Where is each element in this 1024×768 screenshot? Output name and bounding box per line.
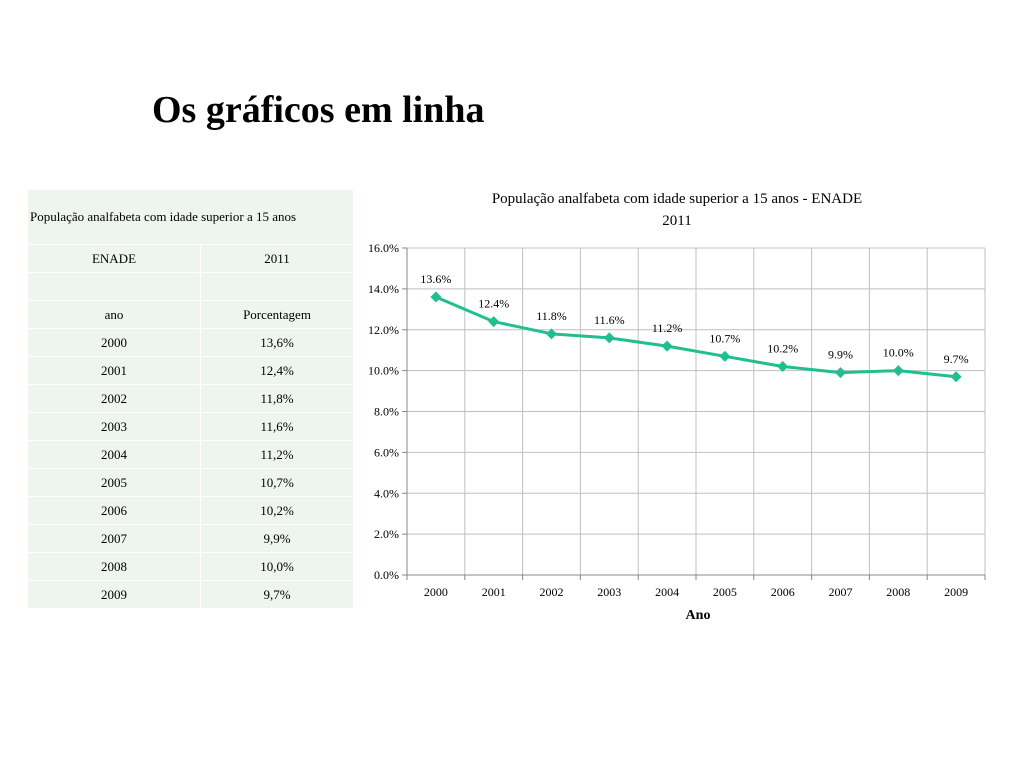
x-tick-label: 2009 [944, 585, 968, 599]
data-point-marker [950, 371, 962, 383]
table-row: 2004 11,2% [28, 440, 354, 469]
data-label: 13.6% [420, 272, 451, 286]
table-subheader-cell: 2011 [200, 244, 354, 273]
table-year-cell: 2005 [28, 468, 201, 497]
data-point-marker [835, 367, 846, 379]
data-point-marker [661, 340, 673, 352]
y-tick-label: 8.0% [374, 405, 399, 419]
table-row: 2000 13,6% [28, 328, 354, 357]
table-row: 2003 11,6% [28, 412, 354, 441]
table-caption: População analfabeta com idade superior … [28, 190, 354, 245]
series-layer: 13.6% 12.4% 11.8% 11.6% 11.2% 10.7% 10.2% 9.9% 1… [420, 272, 969, 383]
data-table: População analfabeta com idade superior … [28, 190, 354, 609]
y-tick-label: 4.0% [374, 486, 399, 500]
grid-lines [406, 247, 986, 576]
data-label: 10.0% [883, 346, 914, 360]
table-year-cell: 2003 [28, 412, 201, 441]
table-header-cell: Porcentagem [200, 300, 354, 329]
table-percentage-cell: 13,6% [200, 328, 354, 357]
data-point-marker [488, 316, 500, 328]
table-year-cell: 2006 [28, 496, 201, 525]
y-tick-label: 6.0% [374, 445, 399, 459]
table-year-cell: 2008 [28, 552, 201, 581]
table-year-cell: 2009 [28, 580, 201, 609]
line-chart: População analfabeta com idade superior … [368, 191, 986, 623]
table-year-cell: 2004 [28, 440, 201, 469]
table-percentage-cell: 10,7% [200, 468, 354, 497]
x-tick-label: 2004 [655, 585, 679, 599]
table-row: 2007 9,9% [28, 524, 354, 553]
slide-title: Os gráficos em linha [152, 89, 485, 131]
chart-title-line-2: 2011 [662, 213, 691, 229]
x-tick-label: 2002 [540, 585, 564, 599]
chart-title-line-1: População analfabeta com idade superior … [492, 191, 862, 207]
data-point-marker [719, 350, 731, 362]
x-tick-label: 2000 [424, 585, 448, 599]
data-label: 11.6% [594, 313, 625, 327]
data-label: 9.7% [944, 352, 969, 366]
table-percentage-cell: 10,0% [200, 552, 354, 581]
data-label: 11.2% [652, 321, 683, 335]
data-point-marker [603, 332, 615, 344]
data-point-marker [892, 365, 904, 377]
table-blank-row [28, 272, 354, 301]
table-year-cell: 2002 [28, 384, 201, 413]
y-tick-label: 14.0% [368, 282, 399, 296]
table-percentage-cell: 11,6% [200, 412, 354, 441]
table-row: 2002 11,8% [28, 384, 354, 413]
table-header-cell: ano [28, 300, 201, 329]
x-tick-label: 2003 [597, 585, 621, 599]
table-percentage-cell: 10,2% [200, 496, 354, 525]
table-row: 2008 10,0% [28, 552, 354, 581]
table-subheader-row: ENADE 2011 [28, 244, 354, 273]
data-label: 11.8% [536, 309, 567, 323]
y-tick-label: 12.0% [368, 323, 399, 337]
x-axis-title: Ano [686, 608, 711, 623]
x-tick-label: 2007 [829, 585, 853, 599]
table-percentage-cell: 11,8% [200, 384, 354, 413]
y-tick-label: 16.0% [368, 241, 399, 255]
x-tick-label: 2008 [886, 585, 910, 599]
table-caption-row: População analfabeta com idade superior … [28, 190, 354, 245]
axes: 0.0% 2.0% 4.0% 6.0% 8.0% 10.0% 12.0% 14.0% 16.0%… [368, 241, 986, 599]
table-header-row: ano Porcentagem [28, 300, 354, 329]
table-row: 2001 12,4% [28, 356, 354, 385]
table-percentage-cell: 11,2% [200, 440, 354, 469]
table-percentage-cell: 12,4% [200, 356, 354, 385]
y-tick-label: 0.0% [374, 568, 399, 582]
table-row: 2009 9,7% [28, 580, 354, 609]
table-row: 2005 10,7% [28, 468, 354, 497]
table-subheader-cell: ENADE [28, 244, 201, 273]
x-tick-label: 2005 [713, 585, 737, 599]
table-percentage-cell: 9,7% [200, 580, 354, 609]
series-line [435, 295, 957, 379]
table-year-cell: 2007 [28, 524, 201, 553]
y-tick-label: 10.0% [368, 364, 399, 378]
table-blank-cell [28, 272, 201, 301]
data-point-marker [777, 361, 789, 373]
data-label: 10.2% [767, 342, 798, 356]
table-row: 2006 10,2% [28, 496, 354, 525]
data-label: 9.9% [828, 348, 853, 362]
data-label: 10.7% [709, 331, 740, 345]
data-point-marker [546, 328, 557, 340]
data-point-marker [430, 291, 442, 303]
x-tick-label: 2006 [771, 585, 795, 599]
y-tick-label: 2.0% [374, 527, 399, 541]
table-year-cell: 2000 [28, 328, 201, 357]
data-label: 12.4% [478, 297, 509, 311]
table-percentage-cell: 9,9% [200, 524, 354, 553]
table-blank-cell [200, 272, 354, 301]
table-year-cell: 2001 [28, 356, 201, 385]
x-tick-label: 2001 [482, 585, 506, 599]
